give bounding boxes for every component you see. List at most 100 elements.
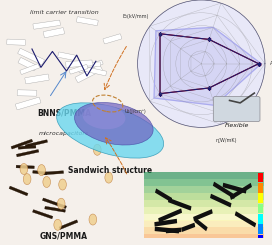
FancyBboxPatch shape (158, 208, 182, 222)
2-2-1 (154, 29, 157, 32)
Ellipse shape (59, 179, 66, 190)
PMMA (158, 92, 162, 95)
FancyBboxPatch shape (193, 209, 213, 221)
Text: BNNS/PMMA: BNNS/PMMA (37, 109, 91, 118)
Ellipse shape (20, 163, 28, 174)
FancyBboxPatch shape (15, 97, 41, 110)
FancyBboxPatch shape (16, 149, 39, 157)
PMMA (257, 62, 260, 65)
Ellipse shape (23, 174, 31, 185)
Bar (258, 235, 263, 244)
FancyBboxPatch shape (59, 220, 78, 230)
FancyBboxPatch shape (154, 219, 177, 227)
FancyBboxPatch shape (18, 145, 36, 149)
Polygon shape (154, 27, 261, 105)
0-2-0 (208, 86, 211, 89)
0-2-0 (257, 62, 260, 65)
PMMA (208, 86, 211, 89)
FancyBboxPatch shape (76, 17, 98, 25)
Ellipse shape (57, 103, 164, 158)
FancyBboxPatch shape (210, 194, 231, 208)
PMMA (257, 62, 260, 65)
Ellipse shape (54, 219, 61, 230)
PMMA (158, 32, 162, 35)
Line: 2-2-1: 2-2-1 (154, 27, 261, 105)
FancyBboxPatch shape (213, 182, 235, 199)
FancyBboxPatch shape (42, 171, 64, 175)
FancyBboxPatch shape (166, 228, 181, 233)
Text: GNS/PMMA: GNS/PMMA (40, 231, 88, 240)
FancyBboxPatch shape (230, 183, 252, 200)
FancyBboxPatch shape (11, 139, 33, 149)
Bar (258, 173, 263, 182)
Line: PMMA: PMMA (159, 32, 260, 95)
Line: 0-2-0: 0-2-0 (159, 32, 260, 95)
FancyBboxPatch shape (168, 198, 191, 211)
Bar (258, 194, 263, 203)
FancyBboxPatch shape (20, 64, 39, 74)
2-2-1 (152, 97, 156, 99)
FancyBboxPatch shape (42, 198, 67, 208)
FancyBboxPatch shape (25, 74, 49, 84)
FancyBboxPatch shape (7, 39, 26, 45)
FancyBboxPatch shape (43, 28, 64, 38)
PMMA (208, 38, 211, 41)
Bar (144, 186, 264, 193)
0-2-0 (208, 38, 211, 41)
Bar (258, 183, 263, 193)
FancyBboxPatch shape (235, 211, 256, 227)
Ellipse shape (57, 198, 65, 209)
Bar (144, 227, 264, 234)
2-2-1 (211, 26, 215, 29)
FancyBboxPatch shape (194, 218, 208, 231)
Text: microcapacitors: microcapacitors (39, 131, 89, 136)
Bar (144, 179, 264, 186)
Ellipse shape (38, 165, 45, 176)
2-2-1 (259, 62, 263, 65)
Ellipse shape (89, 214, 97, 225)
Ellipse shape (105, 172, 113, 183)
FancyBboxPatch shape (181, 223, 195, 232)
FancyBboxPatch shape (75, 65, 103, 83)
Text: Sandwich structure: Sandwich structure (68, 166, 152, 175)
FancyBboxPatch shape (33, 20, 60, 29)
FancyBboxPatch shape (103, 34, 122, 44)
Bar (144, 234, 264, 241)
FancyBboxPatch shape (18, 58, 37, 71)
2-2-1 (213, 104, 217, 107)
Text: limit carrier transition: limit carrier transition (30, 10, 98, 15)
Bar (258, 224, 263, 234)
FancyBboxPatch shape (69, 64, 88, 74)
Bar (258, 214, 263, 223)
FancyBboxPatch shape (45, 206, 66, 212)
Bar (144, 200, 264, 207)
FancyBboxPatch shape (9, 186, 28, 196)
Bar (144, 193, 264, 200)
FancyBboxPatch shape (32, 210, 53, 219)
0-2-0 (158, 92, 162, 95)
FancyBboxPatch shape (16, 165, 34, 169)
Ellipse shape (94, 144, 101, 155)
2-2-1 (259, 62, 263, 65)
FancyBboxPatch shape (81, 66, 107, 76)
Ellipse shape (43, 176, 51, 187)
FancyBboxPatch shape (82, 62, 101, 68)
FancyBboxPatch shape (78, 60, 103, 73)
FancyBboxPatch shape (155, 227, 179, 233)
FancyBboxPatch shape (17, 90, 37, 96)
FancyBboxPatch shape (66, 60, 92, 67)
Ellipse shape (75, 102, 153, 145)
Bar (144, 214, 264, 220)
Bar (144, 207, 264, 214)
FancyBboxPatch shape (18, 48, 44, 65)
0-2-0 (257, 62, 260, 65)
Bar (144, 172, 264, 179)
FancyBboxPatch shape (58, 52, 75, 60)
FancyBboxPatch shape (213, 97, 260, 122)
FancyBboxPatch shape (25, 140, 48, 147)
Text: Flexible: Flexible (224, 123, 249, 128)
Bar (258, 204, 263, 213)
Bar (144, 220, 264, 227)
0-2-0 (158, 32, 162, 35)
Ellipse shape (83, 105, 125, 129)
